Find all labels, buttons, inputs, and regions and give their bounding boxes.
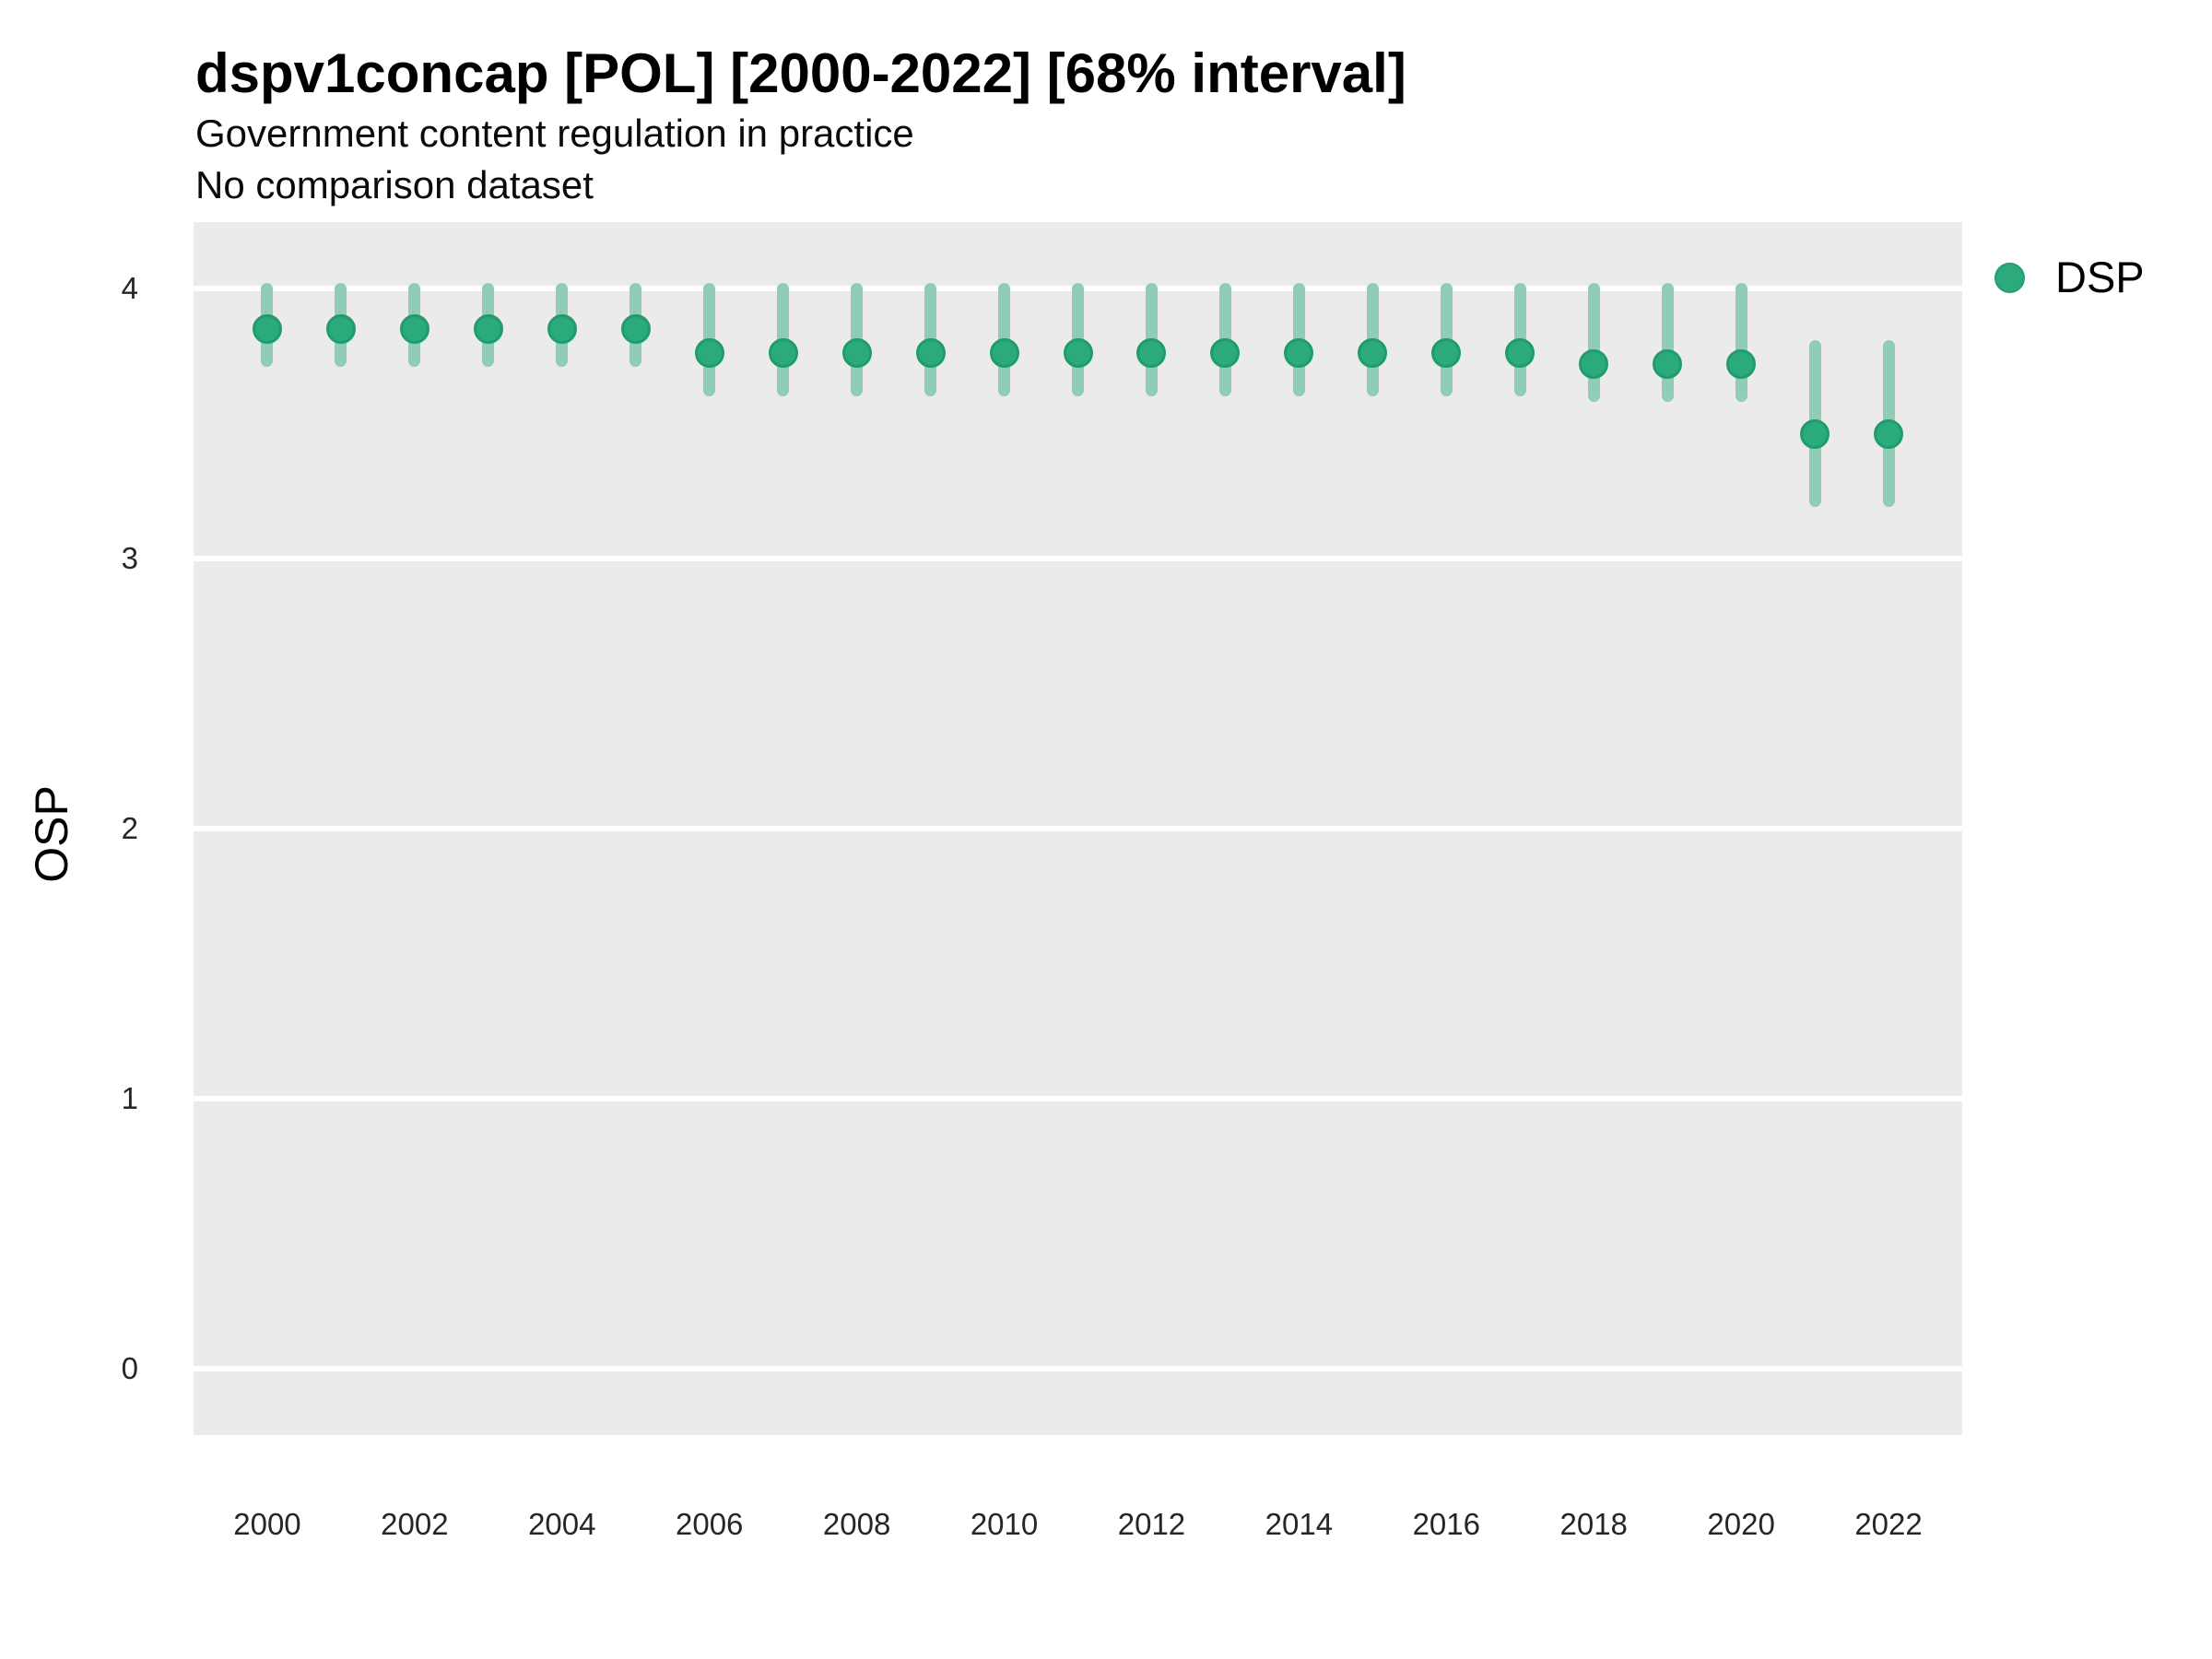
data-point-2004	[547, 313, 577, 344]
legend-point-icon	[1994, 262, 2025, 293]
interval-bar-2020	[1735, 283, 1747, 403]
plot-panel	[194, 222, 1962, 1435]
y-tick-label-1: 1	[121, 1080, 138, 1115]
y-tick-label-2: 2	[121, 810, 138, 845]
data-point-2010	[989, 338, 1019, 369]
data-point-2012	[1136, 338, 1167, 369]
legend: DSP	[1994, 253, 2145, 301]
x-tick-label-2006: 2006	[675, 1507, 744, 1541]
data-point-2017	[1505, 338, 1535, 369]
legend-label: DSP	[2055, 253, 2145, 301]
chart-title: dspv1concap [POL] [2000-2022] [68% inter…	[195, 42, 1406, 104]
data-point-2002	[399, 313, 429, 344]
data-point-2006	[694, 338, 724, 369]
x-tick-label-2016: 2016	[1412, 1507, 1480, 1541]
data-point-2016	[1431, 338, 1462, 369]
data-point-2013	[1210, 338, 1241, 369]
data-point-2000	[252, 313, 282, 344]
y-tick-label-0: 0	[121, 1350, 138, 1385]
data-point-2015	[1358, 338, 1388, 369]
x-tick-label-2012: 2012	[1117, 1507, 1186, 1541]
y-tick-label-4: 4	[121, 271, 138, 305]
x-tick-label-2000: 2000	[233, 1507, 301, 1541]
x-tick-label-2022: 2022	[1854, 1507, 1923, 1541]
x-tick-label-2020: 2020	[1707, 1507, 1775, 1541]
data-point-2009	[915, 338, 946, 369]
x-tick-label-2004: 2004	[528, 1507, 596, 1541]
data-point-2003	[473, 313, 503, 344]
x-tick-label-2008: 2008	[822, 1507, 891, 1541]
x-tick-label-2018: 2018	[1559, 1507, 1628, 1541]
chart-subtitle: Government content regulation in practic…	[195, 112, 914, 155]
data-point-2005	[620, 313, 651, 344]
data-point-2018	[1579, 349, 1609, 380]
data-point-2014	[1284, 338, 1314, 369]
comparison-note: No comparison dataset	[195, 163, 594, 206]
data-point-2011	[1063, 338, 1093, 369]
gridline-y-2	[194, 825, 1962, 831]
data-point-2001	[325, 313, 356, 344]
data-point-2019	[1653, 349, 1683, 380]
data-point-2020	[1726, 349, 1757, 380]
data-point-2021	[1800, 419, 1830, 450]
y-tick-label-3: 3	[121, 540, 138, 575]
interval-bar-2019	[1661, 283, 1674, 403]
gridline-y-1	[194, 1095, 1962, 1101]
data-point-2008	[841, 338, 872, 369]
gridline-y-0	[194, 1365, 1962, 1371]
x-tick-label-2014: 2014	[1265, 1507, 1334, 1541]
x-tick-label-2002: 2002	[381, 1507, 449, 1541]
interval-bar-2018	[1587, 283, 1600, 403]
data-point-2007	[768, 338, 798, 369]
x-tick-label-2010: 2010	[970, 1507, 1039, 1541]
data-point-2022	[1874, 419, 1904, 450]
gridline-y-3	[194, 555, 1962, 561]
